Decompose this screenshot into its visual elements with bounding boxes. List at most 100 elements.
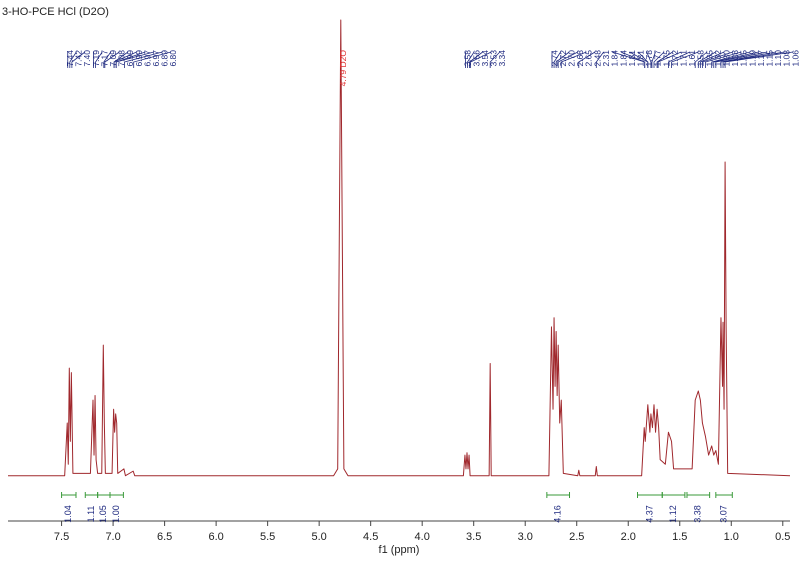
peak-label: 7.09	[108, 50, 118, 67]
peak-label: 1.84	[610, 50, 620, 67]
peak-connector	[651, 51, 656, 68]
integral-label: 1.04	[63, 505, 73, 523]
x-tick-label: 6.0	[208, 531, 223, 543]
peak-label: 7.40	[82, 50, 92, 67]
peak-label: 1.61	[687, 50, 697, 67]
peak-label: 1.17	[756, 50, 766, 67]
peak-connector	[722, 51, 785, 68]
peak-connector	[69, 51, 77, 68]
x-axis-label: f1 (ppm)	[379, 544, 420, 556]
peak-connector	[697, 51, 716, 68]
peak-connector	[694, 51, 708, 68]
x-tick-label: 5.5	[260, 531, 275, 543]
peak-label: 1.15	[764, 50, 774, 67]
peak-label: 2.65	[584, 50, 594, 67]
integral-bracket	[61, 492, 77, 498]
integral-bracket	[84, 492, 99, 498]
peak-connector	[715, 51, 768, 68]
peak-label: 3.56	[471, 50, 481, 67]
peak-connector	[656, 51, 673, 68]
x-tick-label: 2.0	[621, 531, 636, 543]
peak-connector	[555, 51, 570, 68]
peak-label: 2.72	[558, 50, 568, 67]
peak-label: 1.84	[618, 50, 628, 67]
x-tick-label: 7.5	[54, 531, 69, 543]
integral-label: 1.12	[668, 505, 678, 523]
x-tick-label: 1.5	[672, 531, 687, 543]
peak-label: 3.58	[463, 50, 473, 67]
peak-label: 1.08	[782, 50, 792, 67]
peak-connector	[557, 51, 578, 68]
integral-bracket	[661, 492, 686, 498]
x-tick-label: 4.0	[415, 531, 430, 543]
x-tick-label: 2.5	[569, 531, 584, 543]
peak-label: 7.44	[65, 50, 75, 67]
peak-connector	[657, 51, 682, 68]
peak-connector	[113, 51, 137, 68]
peak-connector	[469, 51, 483, 68]
integral-label: 3.38	[693, 505, 703, 523]
peak-connector	[553, 51, 561, 68]
peak-label: 1.81	[627, 50, 637, 67]
peak-label: 7.42	[74, 50, 84, 67]
peak-label: 3.34	[497, 50, 507, 67]
peak-connector	[620, 51, 646, 68]
peak-label: 3.54	[480, 50, 490, 67]
x-tick-label: 5.0	[312, 531, 327, 543]
integral-label: 1.05	[98, 505, 108, 523]
peak-connector	[124, 51, 163, 68]
peak-connector	[705, 51, 742, 68]
x-tick-label: 6.5	[157, 531, 172, 543]
peak-connector	[646, 51, 652, 68]
peak-connector	[713, 51, 759, 68]
peak-connector	[103, 51, 112, 68]
peak-connector	[595, 51, 604, 68]
x-tick-label: 7.0	[105, 531, 120, 543]
peak-connector	[653, 51, 665, 68]
x-tick-label: 1.0	[724, 531, 739, 543]
integral-bracket	[546, 492, 571, 498]
peak-label: 2.68	[575, 50, 585, 67]
peak-label: 1.71	[678, 50, 688, 67]
integral-bracket	[109, 492, 124, 498]
peak-label: 2.48	[592, 50, 602, 67]
integral-bracket	[97, 492, 111, 498]
peak-connector	[702, 51, 733, 68]
peak-connector	[668, 51, 690, 68]
integral-label: 1.00	[111, 505, 121, 523]
peak-label: 1.72	[670, 50, 680, 67]
peak-label: 2.74	[549, 50, 559, 67]
peak-connector	[699, 51, 725, 68]
peak-connector	[671, 51, 699, 68]
peak-label: 7.17	[99, 50, 109, 67]
integral-label: 3.07	[718, 505, 728, 523]
peak-label: 1.58	[696, 50, 706, 67]
x-tick-label: 3.5	[466, 531, 481, 543]
peak-connector	[71, 51, 86, 68]
peak-label: 1.10	[773, 50, 783, 67]
spectrum-line	[8, 19, 791, 477]
peak-connector	[95, 51, 103, 68]
chart-title: 3-HO-PCE HCl (D2O)	[2, 6, 109, 18]
x-tick-label: 0.5	[775, 531, 790, 543]
integral-bracket	[637, 492, 663, 498]
peak-label: 7.19	[91, 50, 101, 67]
peak-label: 2.31	[601, 50, 611, 67]
x-tick-label: 3.0	[518, 531, 533, 543]
integral-label: 4.37	[644, 505, 654, 523]
peak-connector	[711, 51, 751, 68]
integral-bracket	[686, 492, 711, 498]
peak-label: 6.97	[151, 50, 161, 67]
peak-connector	[724, 51, 794, 68]
peak-connector	[578, 51, 596, 68]
peak-connector	[489, 51, 501, 68]
x-tick-label: 4.5	[363, 531, 378, 543]
peak-connector	[133, 51, 172, 68]
peak-connector	[720, 51, 776, 68]
peak-connector	[467, 51, 475, 68]
peak-label: 1.81	[635, 50, 645, 67]
peak-connector	[115, 51, 154, 68]
peak-label: 6.80	[168, 50, 178, 67]
peak-connector	[637, 51, 649, 68]
